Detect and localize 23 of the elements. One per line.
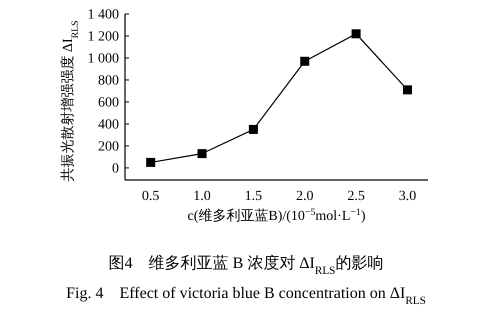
point	[300, 56, 310, 66]
x-tick-label: 3.0	[398, 189, 416, 204]
x-axis-title: c(维多利亚蓝B)/(10$^{−5}$mol·L$^{−1}$)	[188, 206, 366, 224]
point	[248, 124, 258, 134]
y-tick-label: 800	[98, 73, 119, 88]
point	[146, 158, 156, 167]
text: Fig. 4 Effect of victoria blue B concentration on ΔI$_{RLS}$	[66, 285, 426, 307]
y-tick-label: 1 400	[88, 8, 119, 22]
x-tick-label: 1.5	[244, 189, 262, 204]
x-tick-label: 1.0	[193, 189, 211, 204]
x-tick-label: 0.5	[142, 189, 160, 204]
y-tick-label: 1 000	[88, 51, 119, 66]
y-tick-label: 1 200	[88, 29, 119, 44]
x-tick-label: 2.0	[296, 189, 314, 204]
x-tick-label: 2.5	[347, 189, 365, 204]
text: 图4 维多利亚蓝 B 浓度对 ΔI$_{RLS}$的影响	[108, 254, 384, 277]
y-tick-label: 0	[112, 161, 119, 176]
y-tick-label: 400	[98, 117, 119, 132]
point	[198, 149, 207, 158]
y-tick-label: 200	[98, 139, 119, 154]
point	[352, 29, 361, 38]
y-tick-label: 600	[98, 95, 119, 110]
point	[402, 85, 412, 94]
